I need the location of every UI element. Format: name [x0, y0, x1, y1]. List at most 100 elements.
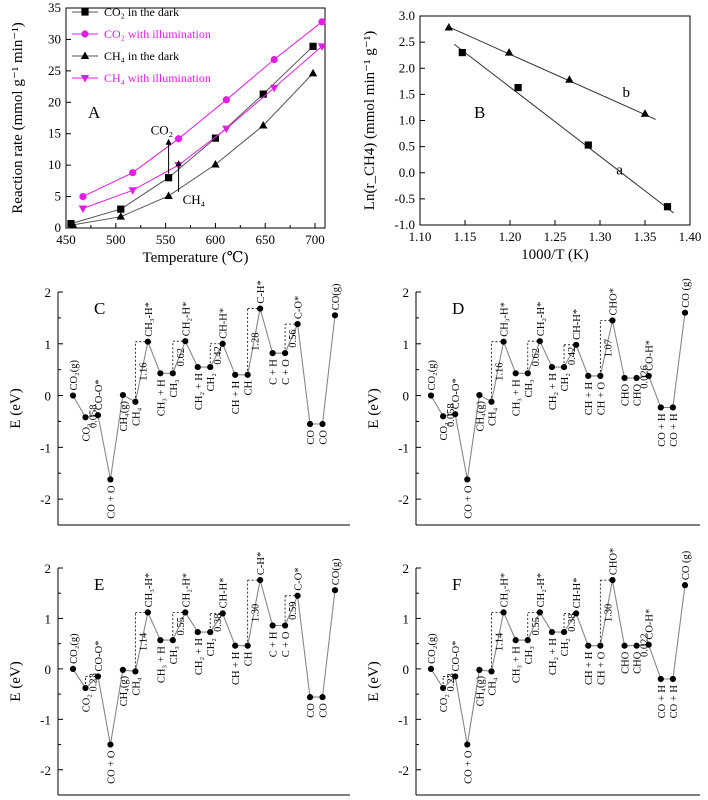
state-point [207, 363, 214, 371]
x-tick-label: 1.30 [589, 229, 612, 244]
state-point [524, 637, 531, 644]
state-point [119, 666, 127, 673]
arrow-head [175, 160, 182, 167]
annotation-label: CH₄ [183, 192, 206, 207]
state-point [633, 374, 640, 382]
data-point [663, 203, 672, 211]
state-point [669, 404, 677, 411]
y-tick-label: 0 [45, 389, 52, 404]
state-point [257, 577, 264, 584]
state-label: CO + O [106, 750, 117, 784]
y-tick-label: 0 [403, 662, 410, 677]
state-point [536, 609, 543, 616]
state-point [182, 609, 189, 616]
state-label: CH + H [231, 651, 242, 685]
energy-path [72, 579, 336, 745]
state-point [476, 391, 483, 399]
y-axis-label: Ln(r_CH4) (mmol min⁻¹ g⁻¹) [362, 31, 378, 210]
state-label: CH + O [596, 381, 607, 415]
state-point [681, 309, 689, 316]
state-label: CH₂-H* [536, 302, 547, 337]
barrier-label: 1.07 [603, 339, 614, 357]
state-point [464, 741, 471, 748]
state-point [597, 642, 604, 649]
legend-marker [80, 51, 90, 59]
state-point [645, 372, 652, 379]
data-point [565, 75, 574, 83]
barrier-label: 1.30 [251, 604, 262, 622]
y-tick-label: -1 [40, 440, 51, 455]
y-tick-label: -1 [398, 712, 409, 727]
y-tick-label: -1 [398, 440, 409, 455]
state-label: C + H [269, 359, 280, 385]
y-tick-label: 0.0 [399, 165, 415, 180]
state-point [132, 398, 139, 405]
y-tick-label: 1 [45, 611, 52, 626]
data-point [444, 22, 453, 31]
legend-entry: CO₂ with illumination [104, 27, 211, 41]
legend-entry: CH₄ in the dark [104, 49, 179, 63]
y-tick-label: 2 [403, 285, 410, 300]
panel-b: 1.10 1.15 1.20 1.25 1.30 1.35 1.40 -1.0 -0.5 0.0 0… [362, 8, 701, 263]
data-point [78, 205, 88, 214]
panel-label: C [94, 299, 105, 318]
x-tick-label: 1.35 [634, 229, 657, 244]
state-point [512, 370, 519, 377]
data-point [67, 220, 75, 228]
state-label: CO + O [463, 485, 474, 519]
data-point [309, 42, 317, 50]
y-tick-label: -2 [40, 492, 51, 507]
state-label: CH₂ + H [548, 373, 559, 410]
state-label: CO + H [669, 413, 680, 447]
y-axis-label: E (eV) [8, 661, 24, 701]
x-tick-label: 700 [305, 232, 325, 247]
state-point [609, 577, 616, 584]
y-tick-label: 2 [45, 285, 52, 300]
state-point [94, 412, 102, 419]
state-point [500, 609, 507, 616]
state-point [548, 363, 556, 371]
state-label: CO(g) [331, 283, 342, 310]
state-label: CHO* [608, 548, 619, 575]
state-point [573, 341, 580, 348]
state-label: CO + H [657, 413, 668, 447]
state-point [132, 668, 139, 675]
annotation-label: CO₂ [151, 123, 174, 138]
state-point [194, 628, 201, 636]
x-tick-label: 1.15 [454, 229, 477, 244]
y-tick-label: 25 [48, 63, 61, 78]
y-tick-label: -2 [398, 763, 409, 778]
panel-label: E [94, 575, 104, 594]
data-point [211, 134, 220, 142]
state-point [488, 398, 495, 405]
state-point [331, 312, 339, 319]
state-label: CH₃-H* [144, 302, 155, 337]
energy-path [72, 308, 336, 480]
state-point [319, 694, 326, 701]
state-label: CH₄ [487, 407, 498, 426]
y-tick-label: 0.5 [399, 139, 415, 154]
y-tick-label: 1 [403, 611, 410, 626]
panel-label-b: B [474, 103, 485, 122]
y-tick-label: 0 [403, 389, 410, 404]
series-line [82, 45, 323, 209]
state-label: CH₃-H* [500, 573, 511, 608]
plot-frame [65, 7, 326, 229]
data-point [129, 169, 137, 177]
state-label: C + O [281, 359, 292, 385]
state-label: CO + O [106, 485, 117, 519]
state-label: CO-H* [645, 340, 656, 371]
panel-label: F [452, 575, 461, 594]
state-point [536, 338, 543, 345]
state-label: CH₃ + H [156, 646, 167, 683]
x-tick-label: 1.10 [409, 229, 432, 244]
data-point [640, 109, 650, 117]
state-point [306, 420, 314, 428]
data-point [458, 48, 466, 57]
state-point [207, 628, 214, 636]
state-point [144, 609, 151, 616]
state-label: CHO [633, 384, 644, 407]
barrier-label: 0.62 [531, 348, 542, 366]
state-point [427, 392, 435, 399]
